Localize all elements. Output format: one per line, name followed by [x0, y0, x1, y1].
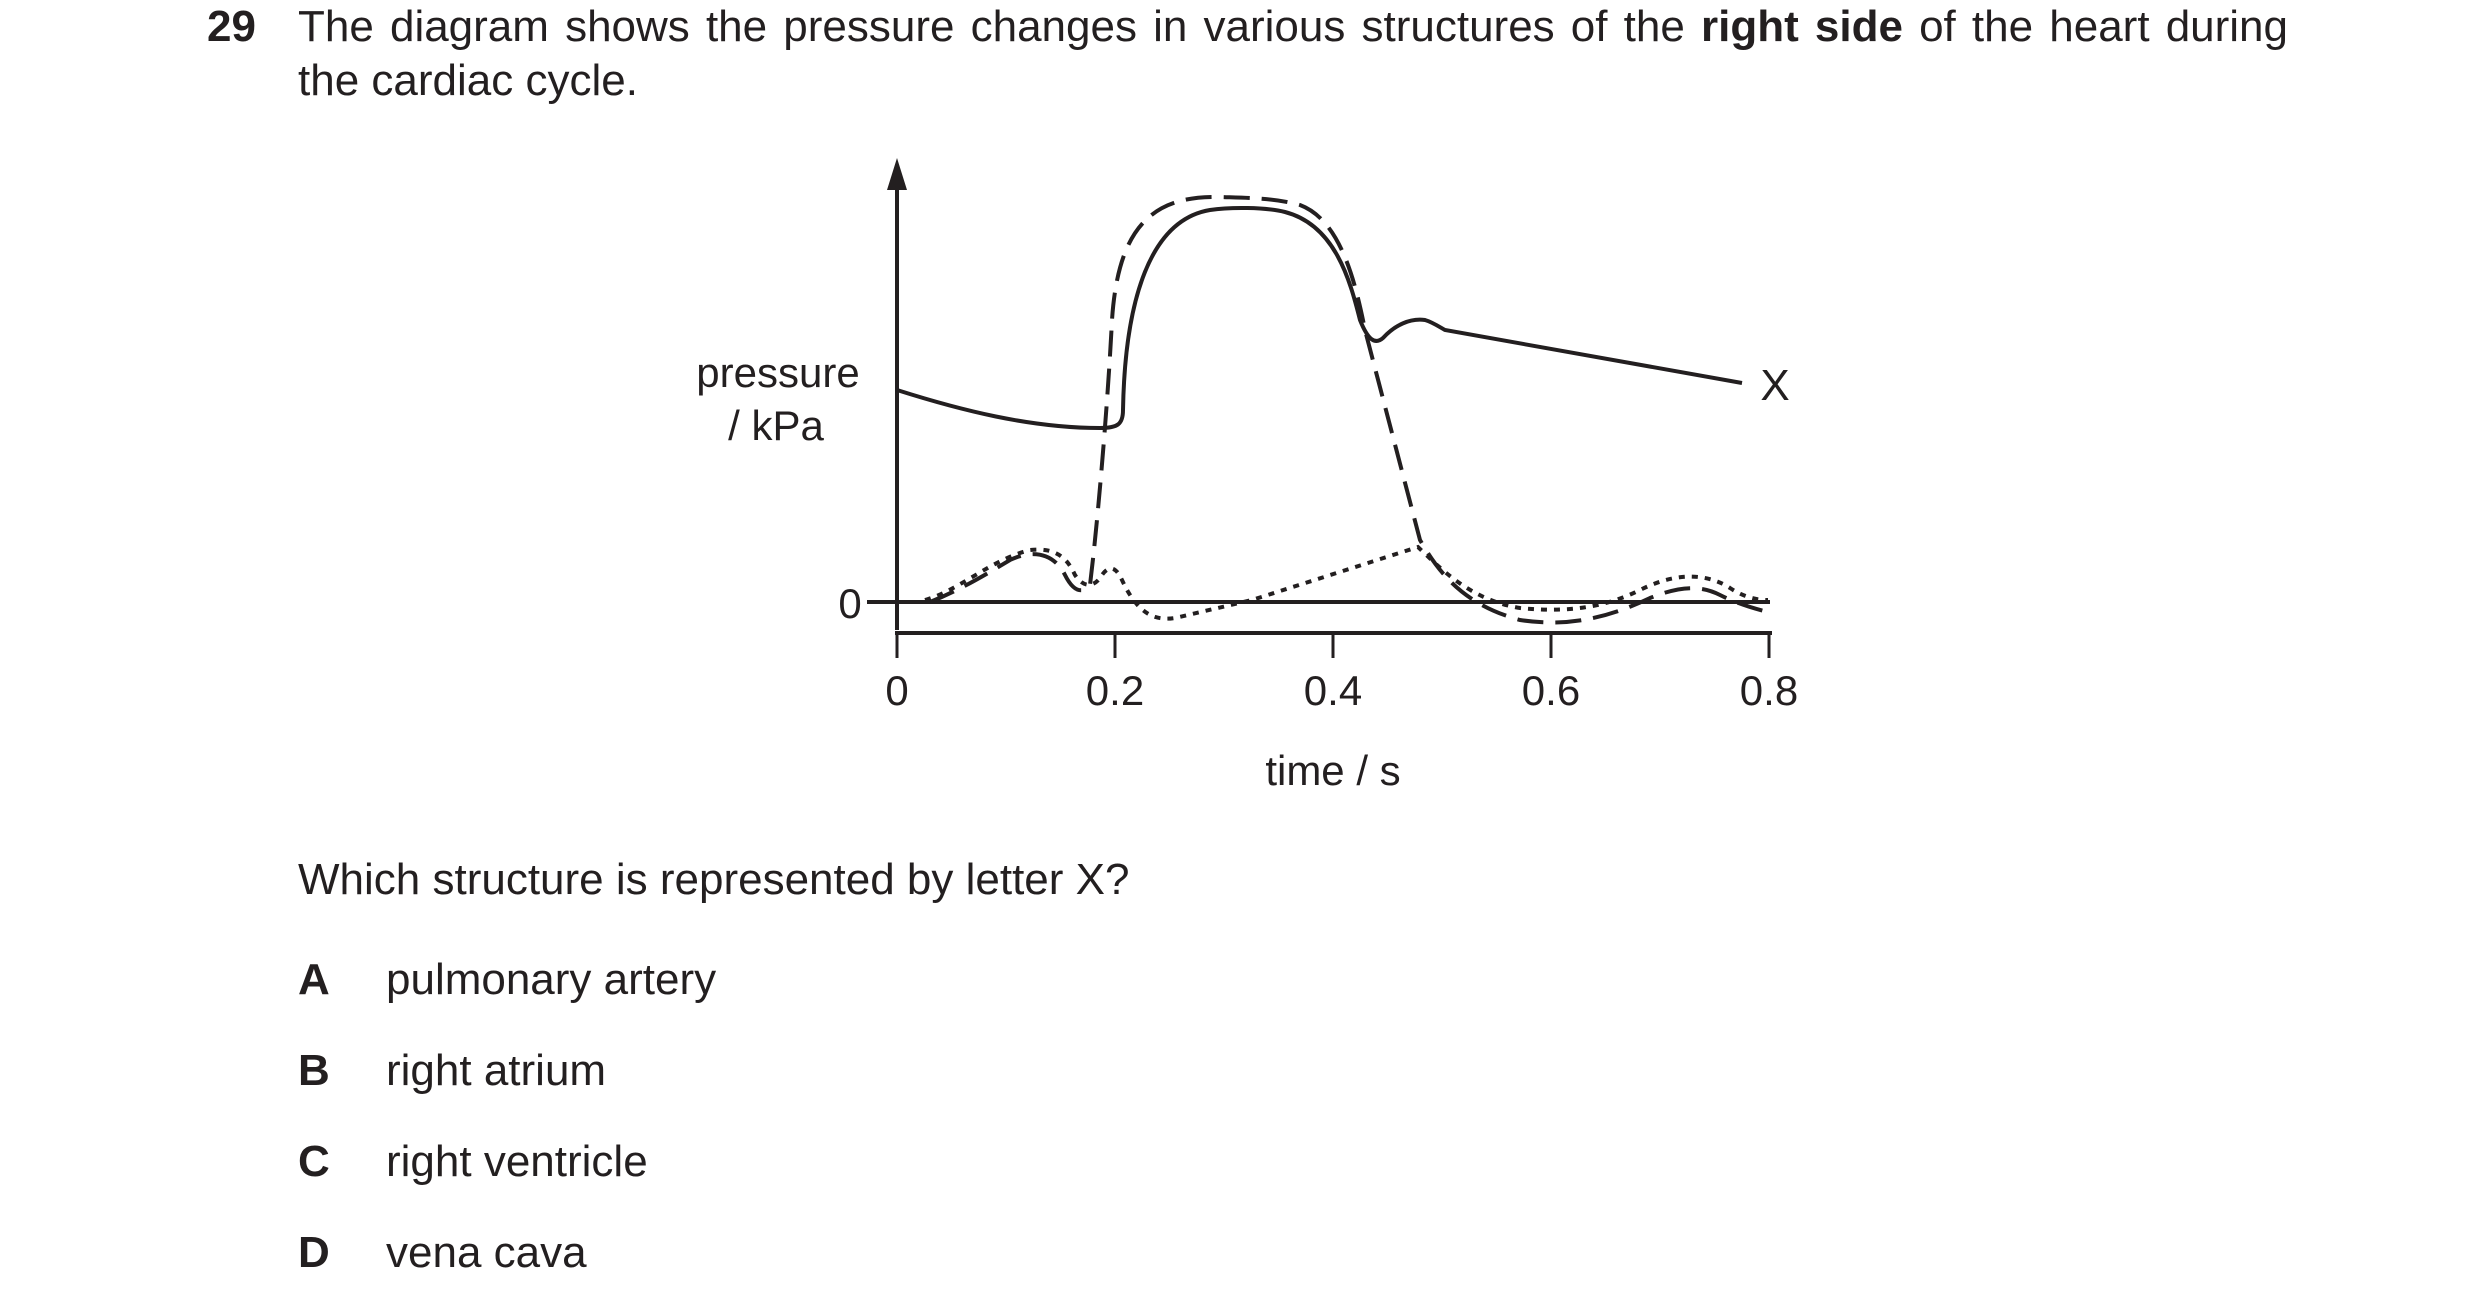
x-axis-label: time / s	[1265, 747, 1400, 794]
zero-pressure-label: 0	[838, 580, 861, 627]
stem-text-end: of the heart during the cardiac cycle.	[298, 2, 2288, 105]
x-tick-label-0: 0	[885, 667, 908, 714]
x-tick-label-2: 0.4	[1304, 667, 1362, 714]
y-axis-label-line2: / kPa	[728, 402, 824, 449]
option-a-text: pulmonary artery	[386, 955, 717, 1004]
x-tick-label-3: 0.6	[1522, 667, 1580, 714]
option-d-text: vena cava	[386, 1228, 587, 1277]
curve-x-solid	[896, 205, 1743, 431]
question-prompt: Which structure is represented by letter…	[298, 855, 1130, 904]
stem-text-start: The diagram shows the pressure changes i…	[298, 2, 1701, 51]
y-axis-arrowhead	[887, 158, 907, 190]
x-tick-label-4: 0.8	[1740, 667, 1798, 714]
option-c-text: right ventricle	[386, 1137, 648, 1186]
option-d-letter: D	[298, 1228, 330, 1277]
option-b-text: right atrium	[386, 1046, 607, 1095]
curve-atrium-dotted	[924, 544, 1769, 621]
option-a-letter: A	[298, 955, 330, 1004]
curve-x-label: X	[1760, 361, 1789, 410]
stem-emphasis: right side	[1700, 2, 1903, 51]
question-stem: The diagram shows the pressure changes i…	[298, 0, 2288, 108]
option-c-letter: C	[298, 1137, 330, 1186]
question-number: 29	[207, 2, 256, 51]
curve-ventricle-dashed	[929, 194, 1769, 625]
pressure-diagram: pressure / kPa 0 0 0.2 0.4 0.6 0.8 time …	[696, 158, 1798, 794]
x-tick-label-1: 0.2	[1086, 667, 1144, 714]
y-axis-label-line1: pressure	[696, 349, 859, 396]
option-b-letter: B	[298, 1046, 330, 1095]
